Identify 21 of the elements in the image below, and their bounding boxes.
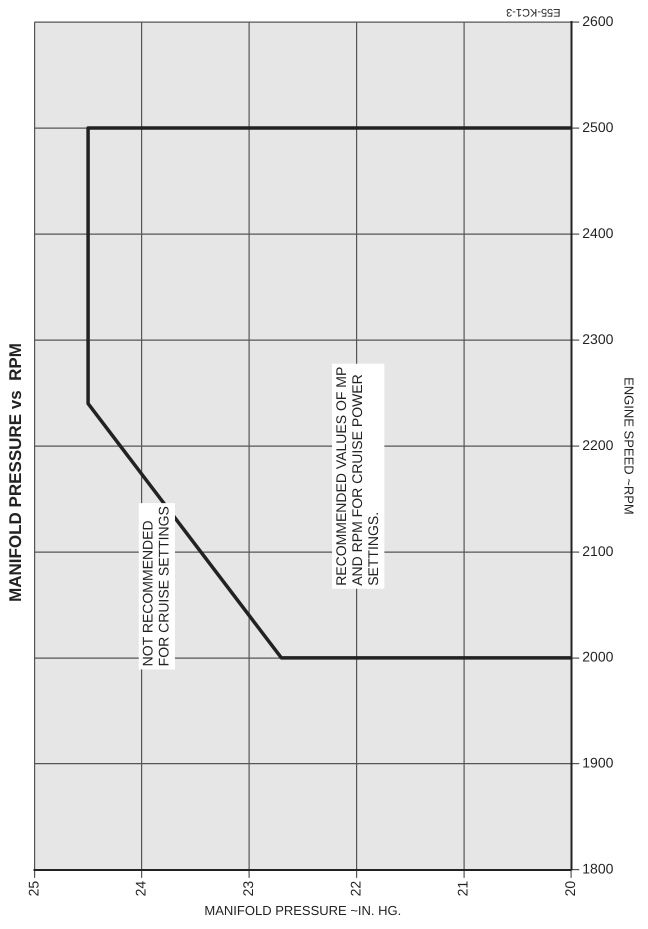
x-tick-label: 20 [562,880,578,896]
y-tick-label: 2300 [582,330,614,347]
y-axis-title: ENGINE SPEED ~RPM [622,377,637,515]
y-tick-label: 1900 [582,754,614,771]
x-tick-label: 22 [347,880,364,896]
annotation: RECOMMENDED VALUES OF MP AND RPM FOR CRUISE POWER SETTINGS. [332,366,382,586]
y-tick-label: 2400 [582,224,614,241]
annotation: NOT RECOMMENDED FOR CRUISE SETTINGS [140,506,172,666]
y-tick-label: 2500 [582,118,614,135]
text: MANIFOLD PRESSURE vs RPM [6,343,25,602]
x-axis-title: MANIFOLD PRESSURE ~IN. HG. [204,902,402,918]
y-tick-label: 2200 [582,436,614,453]
x-tick-label: 21 [454,880,471,896]
y-tick-label: 2000 [582,648,614,665]
y-tick-label: 2100 [582,542,614,559]
x-tick-label: 23 [240,880,256,896]
x-tick-label: 25 [25,880,42,896]
y-tick-label: 1800 [582,860,614,877]
y-tick-label: 2600 [582,12,614,29]
x-tick-label: 24 [132,880,149,896]
text: E55-KC1-3 [506,6,561,18]
